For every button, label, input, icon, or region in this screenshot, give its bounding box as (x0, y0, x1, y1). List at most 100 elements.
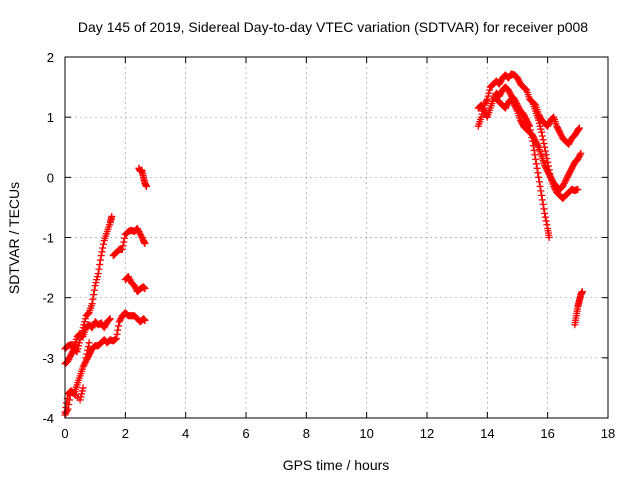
data-point (536, 122, 544, 130)
chart-title: Day 145 of 2019, Sidereal Day-to-day VTE… (78, 19, 588, 35)
data-point (538, 191, 546, 199)
data-point (547, 173, 555, 181)
series-arc-e (135, 164, 150, 190)
data-point (535, 173, 543, 181)
data-point (509, 98, 517, 106)
data-point (563, 173, 571, 181)
data-point (115, 318, 123, 326)
data-point (76, 396, 84, 404)
data-point (138, 234, 146, 241)
data-point (575, 124, 583, 132)
series-arc-c (61, 309, 149, 416)
data-point (113, 330, 121, 338)
data-point (532, 155, 540, 163)
data-point (508, 97, 516, 105)
data-point (73, 348, 81, 356)
data-point (544, 122, 552, 130)
y-tick-label: -2 (42, 291, 54, 306)
data-point (480, 107, 488, 115)
data-point (101, 322, 109, 330)
data-point (141, 317, 149, 325)
data-point (505, 88, 513, 96)
data-point (521, 85, 529, 93)
data-point (544, 167, 552, 175)
data-point (541, 163, 549, 171)
data-point (534, 169, 542, 177)
data-point (482, 98, 490, 106)
data-point (141, 285, 149, 293)
data-point (574, 185, 582, 193)
x-tick-label: 10 (359, 426, 373, 441)
plot-frame (64, 56, 609, 419)
data-point (522, 115, 530, 123)
data-point (81, 318, 89, 326)
data-point (141, 240, 149, 248)
data-point (124, 273, 132, 281)
x-tick-label: 16 (540, 426, 554, 441)
data-point (542, 217, 550, 225)
data-point (84, 309, 92, 317)
data-point (88, 300, 96, 308)
data-point (64, 405, 72, 413)
data-point (102, 321, 110, 329)
data-point (89, 295, 97, 303)
y-tick-label: 0 (47, 170, 54, 185)
data-point (98, 248, 106, 256)
data-point (541, 147, 549, 155)
data-point (565, 170, 573, 178)
data-point (535, 178, 543, 186)
data-point (536, 113, 544, 121)
data-point (510, 101, 518, 109)
data-point (559, 182, 567, 190)
x-tick-label: 2 (122, 426, 129, 441)
data-point (116, 316, 124, 324)
data-point (541, 213, 549, 221)
data-point (68, 349, 76, 357)
data-point (502, 103, 510, 111)
data-point (539, 200, 547, 208)
data-point (483, 95, 491, 103)
data-point (495, 92, 503, 100)
data-point (542, 151, 550, 159)
data-point (77, 393, 85, 401)
x-tick-label: 8 (303, 426, 310, 441)
data-point (90, 286, 98, 294)
data-point (544, 158, 552, 166)
data-point (557, 131, 565, 139)
data-point (126, 276, 134, 284)
data-point (533, 164, 541, 172)
data-point (136, 230, 144, 238)
series-arc-d (61, 273, 149, 419)
data-point (518, 119, 526, 127)
data-point (87, 348, 95, 356)
y-tick-label: 1 (47, 110, 54, 125)
data-point (532, 160, 540, 168)
data-point (478, 103, 486, 111)
data-point (108, 212, 116, 220)
data-point (135, 227, 143, 235)
data-point (521, 113, 529, 121)
data-point (65, 400, 73, 408)
data-point (92, 279, 100, 287)
data-point (532, 139, 540, 147)
data-point (535, 110, 543, 118)
data-point (136, 229, 144, 237)
data-point (569, 163, 577, 171)
data-point (503, 101, 511, 109)
data-point (96, 261, 104, 269)
data-point (538, 132, 546, 140)
series-arc-h (492, 95, 585, 193)
data-point (105, 316, 113, 324)
data-point (530, 146, 538, 154)
data-point (576, 151, 584, 159)
data-point (89, 322, 97, 330)
data-point (512, 104, 520, 112)
data-point (81, 358, 89, 366)
data-point (85, 339, 93, 347)
data-point (533, 140, 541, 148)
data-point (497, 77, 505, 85)
data-point (548, 176, 556, 184)
data-point (496, 79, 504, 87)
x-axis-label: GPS time / hours (283, 457, 390, 473)
data-point (567, 166, 575, 174)
